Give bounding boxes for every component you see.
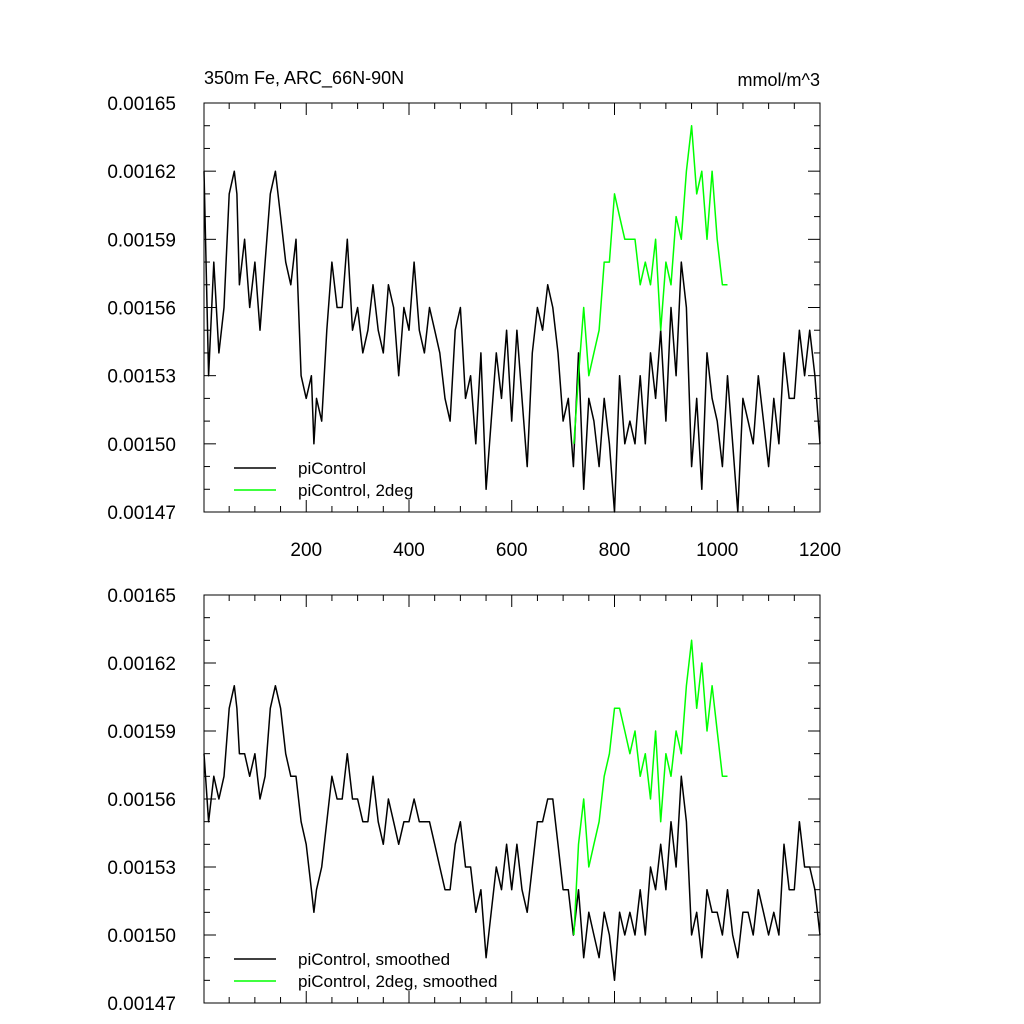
y-tick-label: 0.00165 <box>107 94 176 115</box>
y-tick-label: 0.00159 <box>107 722 176 743</box>
x-tick-label: 1200 <box>799 540 841 561</box>
chart-units: mmol/m^3 <box>738 70 820 90</box>
y-tick-label: 0.00147 <box>107 503 176 524</box>
y-tick-label: 0.00150 <box>107 926 176 947</box>
y-tick-label: 0.00156 <box>107 299 176 320</box>
y-tick-label: 0.00162 <box>107 654 176 675</box>
y-tick-label: 0.00153 <box>107 367 176 388</box>
series-line <box>203 684 821 982</box>
legend-label: piControl <box>298 459 366 478</box>
x-tick-label: 800 <box>599 540 631 561</box>
bottom-panel: 0.00147 0.00150 0.00153 0.00156 0.00159 0.001… <box>107 586 821 1015</box>
y-tick-label: 0.00147 <box>107 994 176 1015</box>
chart-title: 350m Fe, ARC_66N-90N <box>204 68 404 89</box>
series-line <box>573 124 728 444</box>
x-tick-label: 600 <box>496 540 528 561</box>
x-tick-label: 1000 <box>696 540 738 561</box>
series-line <box>203 170 821 513</box>
y-tick-label: 0.00150 <box>107 435 176 456</box>
y-tick-label: 0.00156 <box>107 790 176 811</box>
y-tick-label: 0.00162 <box>107 162 176 183</box>
legend-label: piControl, 2deg, smoothed <box>298 972 497 991</box>
x-tick-label: 400 <box>393 540 425 561</box>
legend-label: piControl, smoothed <box>298 950 450 969</box>
top-panel: 200 400 600 800 1000 1200 0.00147 0.00150 0.0015… <box>107 94 841 561</box>
y-tick-label: 0.00159 <box>107 230 176 251</box>
series-line <box>573 639 728 936</box>
legend-label: piControl, 2deg <box>298 481 413 500</box>
y-tick-label: 0.00153 <box>107 858 176 879</box>
x-tick-label: 200 <box>290 540 322 561</box>
y-tick-label: 0.00165 <box>107 586 176 607</box>
